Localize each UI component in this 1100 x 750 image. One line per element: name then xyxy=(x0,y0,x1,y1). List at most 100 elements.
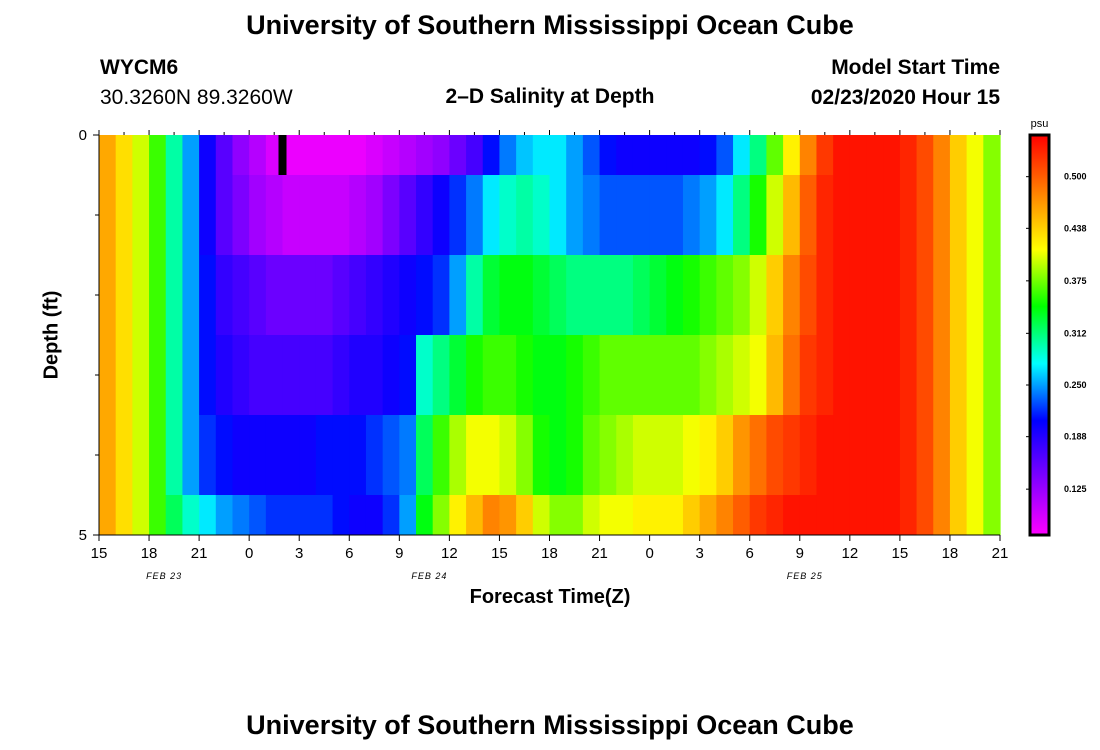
heatmap-cell xyxy=(399,495,417,536)
heatmap-cell xyxy=(983,495,1001,536)
heatmap-cell xyxy=(666,175,684,256)
heatmap-cell xyxy=(549,415,567,496)
heatmap-cell xyxy=(416,175,434,256)
heatmap-cell xyxy=(282,495,300,536)
heatmap-cell xyxy=(482,175,501,256)
heatmap-cell xyxy=(883,135,901,176)
heatmap-cell xyxy=(532,495,551,536)
heatmap-cell xyxy=(132,415,150,496)
heatmap-cell xyxy=(365,415,384,496)
heatmap-cell xyxy=(899,335,918,416)
heatmap-cell xyxy=(299,335,317,416)
heatmap-cell xyxy=(332,415,350,496)
heatmap-cell xyxy=(716,255,734,336)
heatmap-cell xyxy=(966,255,984,336)
colorbar-tick-label: 0.312 xyxy=(1064,328,1087,338)
heatmap-cell xyxy=(365,175,384,256)
heatmap-cell xyxy=(482,135,501,176)
salinity-heatmap: 15 18 21 0 3 6 9 12 15 18 21 0 3 6 9 12 15 18 21 FEB 23 FEB … xyxy=(79,127,1009,581)
heatmap-cell xyxy=(215,495,234,536)
heatmap-cell xyxy=(382,415,400,496)
heatmap-cell xyxy=(215,135,234,176)
x-tick-label: 6 xyxy=(746,545,754,562)
heatmap-cell xyxy=(616,415,634,496)
heatmap-cell xyxy=(783,335,801,416)
heatmap-cell xyxy=(582,495,601,536)
heatmap-cell xyxy=(516,415,534,496)
heatmap-cell xyxy=(983,335,1001,416)
heatmap-cell xyxy=(382,135,400,176)
heatmap-cell xyxy=(249,495,267,536)
heatmap-cell xyxy=(783,415,801,496)
heatmap-cell xyxy=(933,255,951,336)
heatmap-cell xyxy=(566,135,584,176)
heatmap-cell xyxy=(532,175,551,256)
heatmap-cell xyxy=(432,175,450,256)
heatmap-cell xyxy=(983,175,1001,256)
heatmap-cell xyxy=(766,175,784,256)
heatmap-cell xyxy=(349,335,367,416)
heatmap-cell xyxy=(416,495,434,536)
heatmap-cell xyxy=(849,495,868,536)
model-start-time: 02/23/2020 Hour 15 xyxy=(810,86,1000,109)
heatmap-cell xyxy=(365,335,384,416)
heatmap-cell xyxy=(833,175,851,256)
heatmap-cell xyxy=(582,135,601,176)
heatmap-cell xyxy=(349,255,367,336)
heatmap-cell xyxy=(599,495,617,536)
x-tick-label: 12 xyxy=(841,545,858,562)
heatmap-cell xyxy=(916,175,934,256)
heatmap-cell xyxy=(315,135,334,176)
heatmap-cell xyxy=(482,415,501,496)
x-tick-label: 15 xyxy=(491,545,508,562)
heatmap-cell xyxy=(299,255,317,336)
heatmap-cell xyxy=(432,135,450,176)
heatmap-cell xyxy=(249,415,267,496)
heatmap-cell xyxy=(599,255,617,336)
heatmap-cell xyxy=(582,255,601,336)
heatmap-cell xyxy=(983,135,1001,176)
heatmap-cell xyxy=(149,255,167,336)
heatmap-cell xyxy=(749,255,768,336)
heatmap-cell xyxy=(516,255,534,336)
heatmap-cell xyxy=(349,495,367,536)
heatmap-cell xyxy=(799,495,818,536)
y-tick-label: 0 xyxy=(79,127,87,144)
heatmap-cell xyxy=(232,415,250,496)
heatmap-cell xyxy=(666,255,684,336)
heatmap-cell xyxy=(482,255,501,336)
heatmap-cell xyxy=(966,135,984,176)
heatmap-cell xyxy=(299,495,317,536)
heatmap-cell xyxy=(199,495,217,536)
heatmap-cell xyxy=(849,175,868,256)
heatmap-cell xyxy=(632,255,651,336)
heatmap-cell xyxy=(399,175,417,256)
heatmap-cell xyxy=(182,175,200,256)
heatmap-cell xyxy=(632,135,651,176)
heatmap-cell xyxy=(182,415,200,496)
x-tick-label: 3 xyxy=(295,545,303,562)
heatmap-cell xyxy=(449,495,467,536)
heatmap-cell xyxy=(916,335,934,416)
heatmap-cell xyxy=(249,255,267,336)
heatmap-cell xyxy=(649,415,667,496)
heatmap-cell xyxy=(149,335,167,416)
heatmap-cell xyxy=(749,135,768,176)
heatmap-cell xyxy=(699,495,717,536)
heatmap-cell xyxy=(499,335,517,416)
heatmap-cell xyxy=(416,335,434,416)
heatmap-cell xyxy=(365,495,384,536)
colorbar-tick-label: 0.188 xyxy=(1064,432,1087,442)
heatmap-cell xyxy=(499,415,517,496)
x-date-label: FEB 23 xyxy=(146,571,182,581)
heatmap-cell xyxy=(816,175,834,256)
heatmap-cell xyxy=(165,255,184,336)
heatmap-cell xyxy=(749,335,768,416)
heatmap-cell xyxy=(516,135,534,176)
heatmap-cell xyxy=(282,335,300,416)
heatmap-cell xyxy=(716,415,734,496)
heatmap-cell xyxy=(132,495,150,536)
heatmap-cell xyxy=(99,335,117,416)
heatmap-cell xyxy=(265,335,284,416)
heatmap-cell xyxy=(582,175,601,256)
